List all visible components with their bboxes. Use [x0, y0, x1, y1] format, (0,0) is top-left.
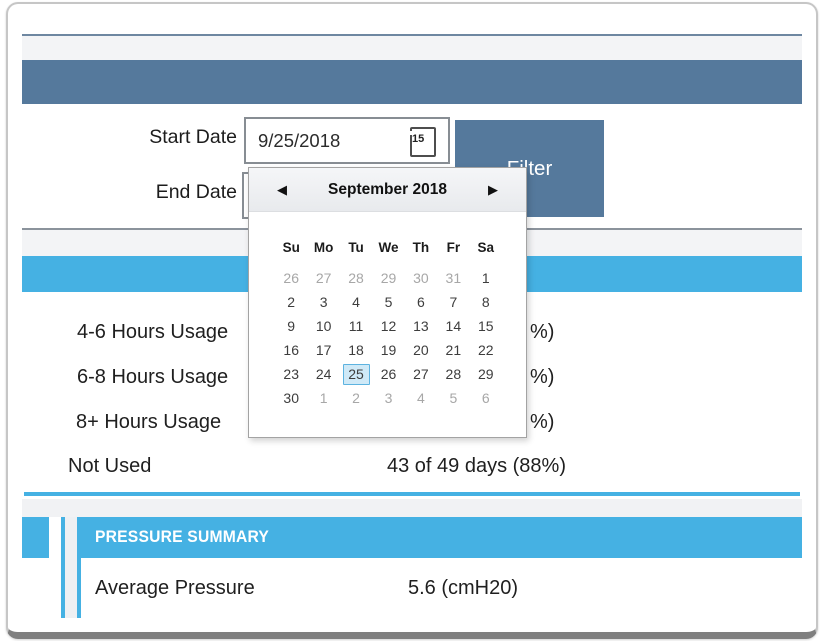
calendar-icon-dot [410, 131, 414, 135]
calendar-month-title[interactable]: September 2018 [328, 180, 447, 198]
calendar-dow-label: Sa [477, 239, 495, 255]
calendar-dow-label: We [378, 239, 399, 255]
calendar-next-icon[interactable]: ▶ [488, 181, 498, 197]
pressure-gray-strip [22, 499, 802, 517]
calendar-dow-row: Su Mo Tu We Th Fr Sa [275, 234, 502, 260]
calendar-day[interactable]: 6 [417, 293, 425, 310]
usage-row-label: 4-6 Hours Usage [77, 321, 229, 343]
app-header-bar [22, 60, 802, 104]
calendar-dow-label: Tu [348, 239, 364, 255]
calendar-popup-header [249, 168, 526, 212]
usage-row-label: 8+ Hours Usage [76, 411, 222, 433]
calendar-day[interactable]: 27 [315, 269, 332, 286]
calendar-day[interactable]: 4 [352, 293, 360, 310]
calendar-dow-label: Th [412, 239, 430, 255]
calendar-dow-label: Fr [446, 239, 461, 255]
calendar-day[interactable]: 20 [413, 341, 429, 358]
start-date-input[interactable]: 9/25/2018 15 [244, 117, 450, 164]
calendar-day[interactable]: 1 [319, 389, 328, 406]
calendar-day[interactable]: 26 [283, 269, 299, 286]
pressure-summary-title: PRESSURE SUMMARY [95, 528, 270, 546]
pressure-vertical-line-right [77, 517, 81, 618]
calendar-day[interactable]: 9 [287, 317, 296, 334]
pressure-vertical-gap [65, 517, 77, 618]
top-divider-line [22, 34, 802, 36]
calendar-day[interactable]: 2 [287, 293, 296, 310]
calendar-day[interactable]: 7 [449, 293, 458, 310]
pressure-left-block [22, 517, 49, 558]
pressure-row-value: 5.6 (cmH20) [408, 577, 519, 599]
calendar-day[interactable]: 23 [283, 365, 299, 382]
calendar-day-selected[interactable]: 25 [342, 363, 370, 385]
calendar-day[interactable]: 11 [348, 317, 364, 334]
pressure-top-line [24, 492, 800, 496]
calendar-day[interactable]: 21 [445, 341, 462, 358]
end-date-label: End Date [155, 181, 237, 203]
start-date-label: Start Date [149, 126, 237, 148]
calendar-day[interactable]: 16 [283, 341, 299, 358]
calendar-popup: September 2018 ◀ ▶ Su Mo Tu We Th Fr Sa 26 27 28… [248, 167, 527, 438]
calendar-grid-wrap: Su Mo Tu We Th Fr Sa 26 27 28 29 30 31 1 2 3 4 5 6 7 8 9 10 11… [275, 234, 502, 410]
calendar-day[interactable]: 12 [380, 317, 397, 334]
start-date-value: 9/25/2018 [258, 129, 341, 151]
calendar-dow-label: Mo [313, 239, 334, 255]
calendar-day[interactable]: 5 [449, 389, 458, 406]
calendar-day[interactable]: 6 [481, 389, 490, 406]
calendar-day[interactable]: 10 [315, 317, 332, 334]
usage-row-value: 43 of 49 days (88%) [387, 455, 566, 477]
calendar-day[interactable]: 26 [380, 365, 397, 382]
calendar-day[interactable]: 29 [477, 365, 494, 382]
usage-row-value: %) [530, 366, 555, 388]
calendar-day[interactable]: 30 [413, 269, 429, 286]
calendar-day[interactable]: 17 [315, 341, 332, 358]
top-gray-strip [22, 36, 802, 60]
calendar-day[interactable]: 24 [315, 365, 332, 382]
calendar-day[interactable]: 15 [477, 317, 494, 334]
calendar-day[interactable]: 30 [283, 389, 299, 406]
calendar-day[interactable]: 28 [445, 365, 462, 382]
calendar-day[interactable]: 3 [319, 293, 328, 310]
usage-row-label: Not Used [68, 455, 152, 477]
filter-button[interactable]: Filter [455, 120, 604, 217]
usage-row-label: 6-8 Hours Usage [77, 366, 229, 388]
calendar-day[interactable]: 4 [417, 389, 425, 406]
calendar-prev-icon[interactable]: ◀ [277, 181, 287, 197]
usage-row-value: %) [530, 321, 555, 343]
calendar-dow-label: Su [282, 239, 300, 255]
pressure-summary-header-bar: PRESSURE SUMMARY [81, 517, 802, 558]
calendar-day[interactable]: 5 [384, 293, 393, 310]
calendar-day[interactable]: 3 [384, 389, 393, 406]
calendar-grid: 26 27 28 29 30 31 1 2 3 4 5 6 7 8 9 10 11 12 13 14 15 16 17 18 1… [275, 266, 502, 410]
calendar-day[interactable]: 13 [413, 317, 429, 334]
calendar-day[interactable]: 31 [445, 269, 462, 286]
calendar-day[interactable]: 27 [413, 365, 429, 382]
calendar-day[interactable]: 19 [380, 341, 397, 358]
calendar-day[interactable]: 18 [348, 341, 364, 358]
calendar-day[interactable]: 2 [352, 389, 360, 406]
calendar-day[interactable]: 22 [477, 341, 494, 358]
pressure-vertical-line-left [61, 517, 65, 618]
pressure-row-label: Average Pressure [95, 577, 255, 599]
calendar-icon[interactable]: 15 [410, 127, 436, 157]
calendar-day[interactable]: 14 [445, 317, 462, 334]
usage-row-value: %) [530, 411, 555, 433]
calendar-day[interactable]: 28 [348, 269, 364, 286]
calendar-day[interactable]: 29 [380, 269, 397, 286]
calendar-icon-day: 15 [412, 133, 425, 145]
calendar-day[interactable]: 8 [481, 293, 490, 310]
calendar-day[interactable]: 1 [481, 269, 490, 286]
